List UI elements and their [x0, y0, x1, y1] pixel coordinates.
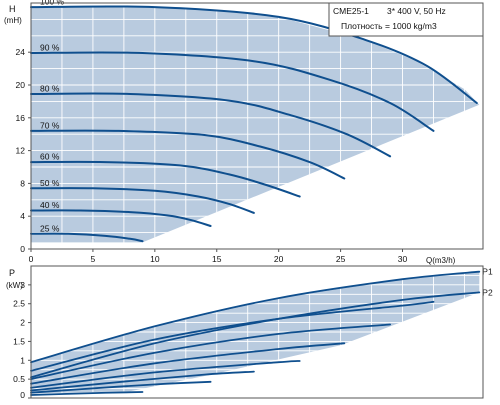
power-operating-envelope — [31, 271, 480, 394]
power-y-tick-layer: 0 0.5 1 1.5 2 2.5 3 — [13, 280, 31, 400]
head-curve-50 — [30, 187, 255, 214]
power-y-tick-label: 3 — [20, 280, 25, 290]
power-y-axis-unit: (kW) — [6, 281, 23, 290]
head-y-tick-label: 16 — [16, 113, 26, 123]
head-x-tick-label: 25 — [336, 254, 346, 264]
head-y-tick-label: 8 — [20, 178, 25, 188]
head-curve-label-60: 60 % — [40, 152, 60, 162]
head-x-tick-label: 10 — [150, 254, 160, 264]
head-curve-100 — [30, 5, 478, 104]
head-curve-label-90: 90 % — [40, 43, 60, 53]
head-curve-90 — [30, 51, 435, 132]
head-y-tick-label: 12 — [16, 146, 26, 156]
head-x-axis-label: Q(m3/h) — [426, 256, 456, 265]
info-box: CME25-1 3* 400 V, 50 Hz Плотность = 1000… — [328, 2, 484, 37]
head-y-tick-label: 24 — [16, 47, 26, 57]
head-curve-70 — [30, 129, 346, 180]
power-y-axis-label: P — [9, 268, 15, 278]
info-density: Плотность = 1000 kg/m3 — [341, 21, 437, 31]
power-curve-speed-3 — [30, 323, 391, 380]
head-x-tick-label: 0 — [29, 254, 34, 264]
power-y-tick-label: 0.5 — [13, 374, 25, 384]
head-y-tick-label: 0 — [20, 244, 25, 254]
power-y-tick-label: 2 — [20, 318, 25, 328]
power-envelope-layer — [31, 271, 480, 394]
head-y-tick-label: 4 — [20, 211, 25, 221]
head-curve-80 — [30, 92, 392, 158]
head-x-tick-label: 20 — [274, 254, 284, 264]
power-chart: P1 P2 0 0.5 1 1.5 2 2.5 3 P (kW) — [6, 265, 493, 400]
power-curve-speed-4 — [30, 342, 346, 385]
power-curve-speed-8 — [30, 391, 144, 396]
power-curve-speed-6 — [30, 370, 255, 392]
head-chart: 100 %90 %80 %70 %60 %50 %40 %25 % 048121… — [4, 0, 484, 265]
head-curve-label-50: 50 % — [40, 178, 60, 188]
power-curve-speed-7 — [30, 380, 212, 394]
power-curve-p1 — [30, 270, 481, 364]
head-plot-frame — [30, 2, 484, 250]
head-grid-layer — [31, 3, 483, 249]
power-curve-speed-2 — [30, 300, 435, 372]
power-y-tick-label: 0 — [20, 390, 25, 400]
head-curve-label-80: 80 % — [40, 84, 60, 94]
head-y-axis-unit: (mH) — [4, 16, 22, 25]
power-curve-speed-5 — [30, 360, 301, 389]
head-curve-40 — [30, 209, 212, 227]
info-box-frame — [328, 2, 484, 37]
head-x-tick-label: 5 — [91, 254, 96, 264]
head-curve-label-25: 25 % — [40, 223, 60, 233]
head-x-tick-layer: 0 5 10 15 20 25 30 — [29, 249, 408, 264]
power-plot-frame — [30, 265, 484, 399]
power-y-tick-label: 1.5 — [13, 336, 25, 346]
power-curve-label-p1: P1 — [482, 267, 493, 277]
head-curve-label-40: 40 % — [40, 200, 60, 210]
power-curve-label-p2: P2 — [482, 287, 493, 297]
head-y-tick-label: 20 — [16, 80, 26, 90]
head-x-tick-label: 30 — [398, 254, 408, 264]
head-curve-60 — [30, 160, 301, 198]
head-curve-25 — [30, 232, 144, 243]
power-y-tick-label: 1 — [20, 355, 25, 365]
info-supply: 3* 400 V, 50 Hz — [387, 6, 446, 16]
head-y-axis-label: H — [9, 4, 16, 14]
head-y-tick-layer: 0 4 8 12 16 20 24 — [16, 47, 31, 254]
power-curve-label-layer: P1 P2 — [482, 267, 493, 298]
power-y-tick-label: 2.5 — [13, 299, 25, 309]
head-x-tick-label: 15 — [212, 254, 222, 264]
power-curve-layer — [30, 270, 481, 396]
head-curve-label-70: 70 % — [40, 120, 60, 130]
info-model: CME25-1 — [333, 6, 369, 16]
head-curve-layer — [30, 5, 478, 243]
